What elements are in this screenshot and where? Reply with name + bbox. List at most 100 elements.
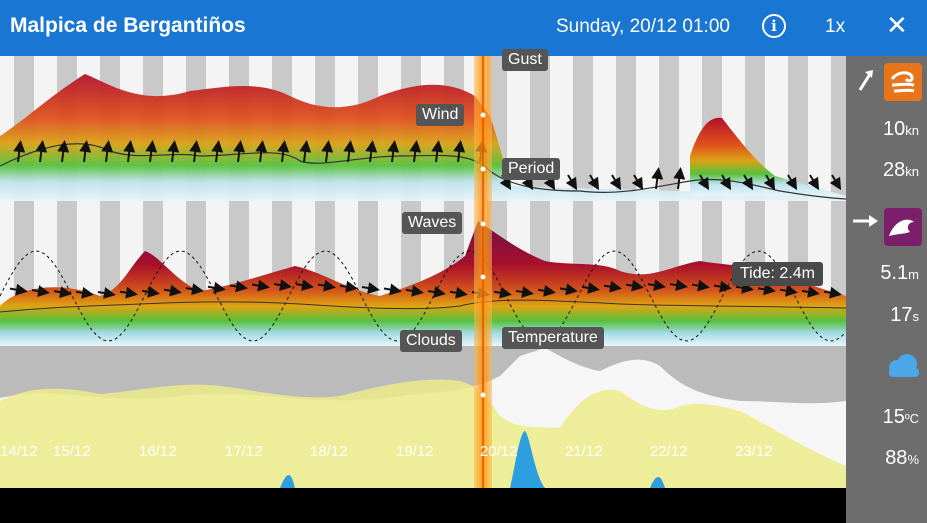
- clouds-label: Clouds: [400, 330, 462, 352]
- wave-arrow: [779, 284, 798, 297]
- wave-arrow: [713, 280, 732, 293]
- day-label: 17/12: [225, 443, 263, 460]
- wave-arrow: [119, 286, 138, 299]
- day-label: 22/12: [650, 443, 688, 460]
- wind-icon: [884, 63, 922, 101]
- forecast-datetime: Sunday, 20/12 01:00: [556, 16, 730, 37]
- day-label: 15/12: [53, 443, 91, 460]
- wind-arrow: [35, 140, 48, 163]
- temperature-label: Temperature: [502, 327, 604, 349]
- wind-direction-arrow-icon: [858, 70, 873, 91]
- top-bar: Malpica de Bergantiños Sunday, 20/12 01:…: [0, 0, 927, 56]
- cloud-cover-value: 88%: [885, 447, 919, 469]
- wave-arrow: [427, 286, 446, 298]
- wave-arrow: [581, 282, 600, 294]
- wind-arrow: [431, 140, 444, 163]
- day-label: 14/12: [0, 443, 38, 460]
- wave-arrow: [537, 284, 556, 297]
- wind-arrow: [565, 174, 578, 191]
- wind-arrow: [299, 140, 312, 163]
- wind-arrow: [697, 174, 710, 191]
- day-label: 23/12: [735, 443, 773, 460]
- temperature-value: 15ºC: [882, 406, 919, 428]
- wave-arrow: [97, 287, 116, 299]
- day-label: 20/12: [480, 443, 518, 460]
- info-icon[interactable]: i: [762, 14, 786, 38]
- wave-arrow: [229, 280, 248, 293]
- wind-arrow: [57, 140, 70, 163]
- wind-arrow: [807, 174, 820, 191]
- wind-arrow: [673, 167, 686, 190]
- wave-arrow: [185, 283, 204, 296]
- wave-arrow: [295, 279, 314, 292]
- wave-arrow: [647, 279, 666, 292]
- wave-height-value: 5.1m: [880, 262, 919, 284]
- wind-label: Wind: [416, 104, 465, 126]
- wind-arrow: [145, 140, 158, 163]
- speed-button[interactable]: 1x: [825, 16, 846, 37]
- wave-arrow: [273, 279, 292, 291]
- wave-arrow: [9, 283, 28, 296]
- wave-arrow: [559, 283, 578, 296]
- wave-arrow: [383, 283, 402, 296]
- wave-arrow: [625, 279, 644, 292]
- wave-arrow: [53, 286, 72, 299]
- waves-label: Waves: [402, 212, 463, 234]
- wave-arrow: [493, 286, 512, 299]
- sidebar: 10kn 28kn 5.1m 17s 15ºC 88%: [846, 56, 927, 523]
- wind-arrow: [719, 174, 732, 191]
- wind-arrow: [609, 174, 622, 191]
- wind-arrow: [79, 140, 92, 163]
- wind-arrow: [123, 140, 136, 163]
- day-label: 21/12: [565, 443, 603, 460]
- wave-arrow: [317, 279, 336, 292]
- wind-arrow: [167, 140, 180, 163]
- wind-arrow: [101, 140, 114, 163]
- gust-label: Gust: [502, 49, 548, 71]
- wave-arrow: [691, 279, 710, 292]
- wind-arrow: [233, 140, 246, 163]
- wave-icon: [884, 208, 922, 246]
- wave-arrow: [449, 286, 468, 299]
- wind-arrow: [763, 174, 776, 191]
- wind-arrow: [211, 140, 224, 163]
- wind-arrow: [409, 140, 422, 163]
- wave-arrow: [207, 281, 226, 294]
- wave-arrow: [339, 280, 358, 293]
- wind-arrow: [255, 140, 268, 163]
- tide-label: Tide: 2.4m: [732, 262, 823, 286]
- wave-arrow: [31, 285, 50, 297]
- wind-arrow: [189, 140, 202, 163]
- wave-arrow: [757, 283, 776, 296]
- close-icon[interactable]: ✕: [886, 10, 908, 40]
- wave-arrow: [801, 285, 820, 298]
- wave-period-value: 17s: [890, 304, 919, 326]
- wave-arrow: [735, 281, 754, 294]
- period-label: Period: [502, 158, 561, 180]
- wave-arrow: [163, 284, 182, 297]
- wave-direction-arrow-icon: [853, 215, 878, 227]
- forecast-chart[interactable]: [0, 56, 846, 523]
- wind-arrow: [365, 140, 378, 163]
- wind-arrow: [829, 174, 842, 191]
- gust-speed-value: 28kn: [883, 159, 919, 181]
- wave-arrow: [361, 282, 380, 294]
- wave-arrow: [515, 286, 534, 298]
- wind-arrow: [631, 174, 644, 191]
- wind-arrow: [13, 140, 26, 163]
- wave-arrow: [603, 280, 622, 293]
- wind-arrow: [277, 140, 290, 163]
- wind-speed-value: 10kn: [883, 118, 919, 140]
- location-title: Malpica de Bergantiños: [10, 14, 246, 37]
- wind-arrow: [343, 140, 356, 163]
- wave-arrow: [823, 286, 842, 299]
- wind-arrow: [651, 167, 664, 190]
- wind-arrow: [321, 140, 334, 163]
- cloud-icon: [889, 354, 919, 377]
- wave-arrow: [141, 285, 160, 298]
- day-label: 19/12: [396, 443, 434, 460]
- wave-arrow: [405, 284, 424, 297]
- wave-arrow: [75, 286, 94, 299]
- wind-arrow: [387, 140, 400, 163]
- wind-arrow: [587, 174, 600, 191]
